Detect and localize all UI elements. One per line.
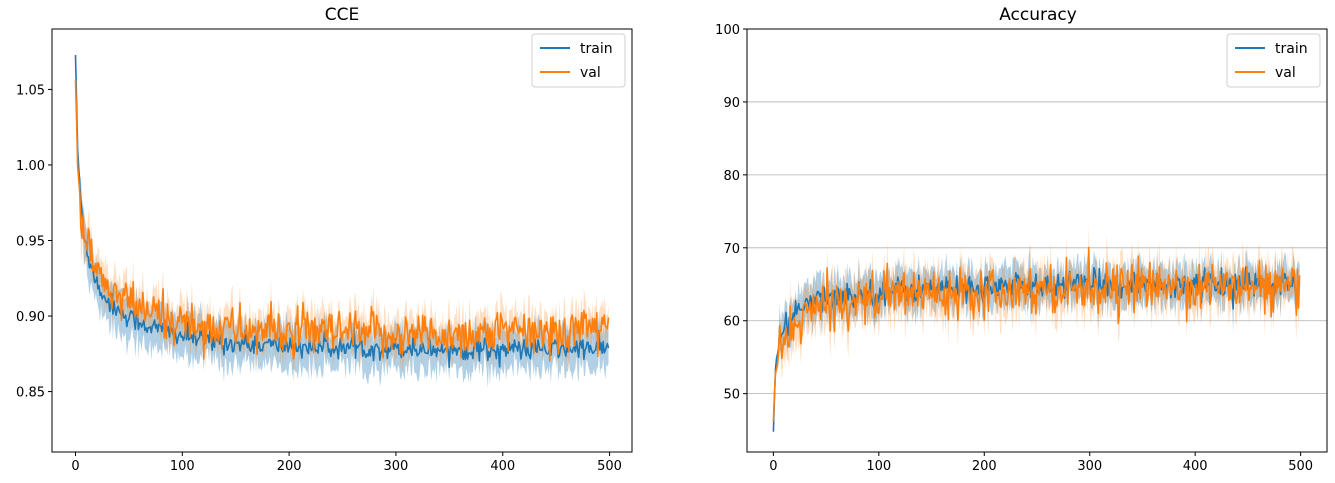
- accuracy-xtick-label: 200: [972, 459, 997, 474]
- accuracy-ytick-label: 80: [723, 169, 740, 184]
- cce-val-line: [74, 79, 610, 362]
- accuracy-ytick-label: 100: [715, 23, 740, 38]
- accuracy-plot-frame: [746, 28, 1328, 453]
- accuracy-legend-val-label: val: [1275, 65, 1296, 81]
- accuracy-xtick-label: 500: [1288, 459, 1313, 474]
- accuracy-ytick-label: 60: [723, 315, 740, 330]
- accuracy-xtick-label: 400: [1183, 459, 1208, 474]
- cce-ytick-label: 0.85: [16, 386, 45, 401]
- cce-xtick-label: 500: [597, 459, 622, 474]
- cce-ytick-label: 0.90: [16, 310, 45, 325]
- cce-legend-train-label: train: [580, 41, 613, 57]
- cce-ytick-label: 0.95: [16, 235, 45, 250]
- accuracy-ytick-label: 70: [723, 242, 740, 257]
- accuracy-xtick-label: 0: [769, 459, 777, 474]
- accuracy-title: Accuracy: [999, 5, 1077, 25]
- cce-ytick-label: 1.05: [16, 83, 45, 98]
- cce-plot-frame: [51, 28, 633, 453]
- cce-xtick-label: 100: [170, 459, 195, 474]
- cce-ytick-label: 1.00: [16, 159, 45, 174]
- accuracy-xtick-label: 300: [1077, 459, 1102, 474]
- accuracy-ytick-label: 50: [723, 388, 740, 403]
- accuracy-ytick-label: 90: [723, 96, 740, 111]
- accuracy-legend: train val: [1226, 33, 1321, 88]
- cce-val-band: [75, 77, 609, 384]
- cce-train-band: [75, 50, 609, 389]
- accuracy-legend-train-label: train: [1275, 41, 1308, 57]
- cce-xtick-label: 0: [71, 459, 79, 474]
- cce-legend-val-label: val: [580, 65, 601, 81]
- cce-title: CCE: [325, 5, 359, 25]
- cce-xtick-label: 400: [490, 459, 515, 474]
- cce-xtick-label: 300: [384, 459, 409, 474]
- cce-chart: CCE 0 100 200 300 400 500 0.85 0.90 0.95 1.00 1.0…: [16, 5, 633, 474]
- accuracy-chart: Accuracy 0 100 200 300 400 500 5060708090100 …: [715, 5, 1328, 474]
- accuracy-xtick-label: 100: [866, 459, 891, 474]
- accuracy-val-band: [773, 224, 1300, 427]
- accuracy-val-line: [772, 246, 1301, 422]
- cce-xtick-label: 200: [277, 459, 302, 474]
- cce-legend: train val: [531, 33, 626, 88]
